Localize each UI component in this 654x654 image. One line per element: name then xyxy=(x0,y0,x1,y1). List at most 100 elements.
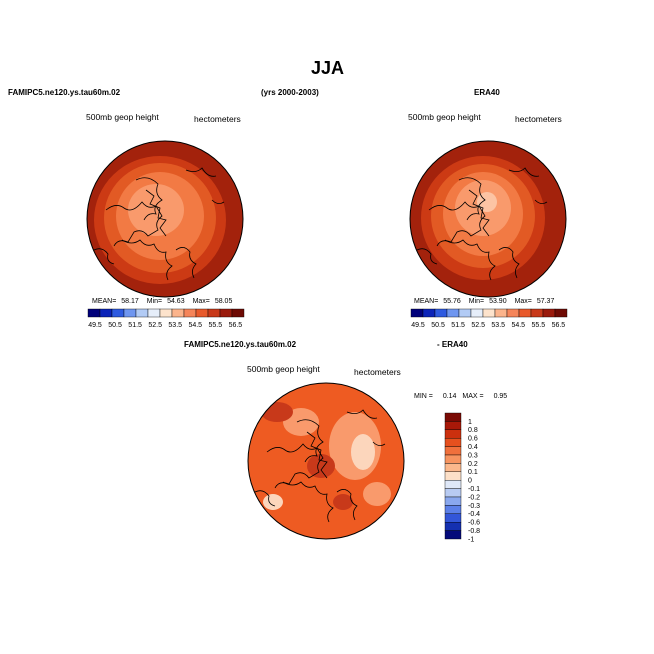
model-colorbar-box xyxy=(195,308,209,318)
diff-min-value: 0.14 xyxy=(442,393,457,400)
diff-colorbar-box xyxy=(444,438,462,447)
obs-colorbar-box xyxy=(446,308,460,318)
obs-colorbar-tick-label: 55.5 xyxy=(532,322,546,329)
diff-colorbar-box xyxy=(444,421,462,430)
obs-colorbar-tick-label: 52.5 xyxy=(471,322,485,329)
obs-min-value: 53.90 xyxy=(489,298,507,305)
model-colorbar-box xyxy=(147,308,161,318)
model-colorbar: 49.5 50.5 51.5 52.5 53.5 54.5 55.5 56.5 xyxy=(87,308,245,329)
obs-units-label: hectometers xyxy=(515,114,562,124)
obs-colorbar-box xyxy=(530,308,544,318)
diff-polar-map xyxy=(247,382,405,540)
diff-contour-pale-2 xyxy=(263,494,283,510)
obs-colorbar-box xyxy=(518,308,532,318)
obs-colorbar-box xyxy=(494,308,508,318)
diff-contour-light-3 xyxy=(363,482,391,506)
diff-colorbar-box xyxy=(444,513,462,523)
model-mean-label: MEAN= xyxy=(92,298,117,305)
obs-colorbar-box xyxy=(482,308,496,318)
model-mean-value: 58.17 xyxy=(121,298,139,305)
obs-variable-label: 500mb geop height xyxy=(408,112,481,122)
model-colorbar-tick-label: 55.5 xyxy=(209,322,223,329)
obs-mean-value: 55.76 xyxy=(443,298,461,305)
diff-colorbar-tick-label: -1 xyxy=(468,536,474,543)
obs-max-label: Max= xyxy=(514,298,532,305)
model-min-value: 54.63 xyxy=(167,298,185,305)
model-colorbar-box xyxy=(159,308,173,318)
diff-colorbar-box xyxy=(444,488,462,498)
diff-contour-dark-3 xyxy=(333,494,353,510)
obs-colorbar-box xyxy=(470,308,484,318)
model-coastlines xyxy=(93,167,225,281)
model-colorbar-box xyxy=(171,308,185,318)
model-max-label: Max= xyxy=(192,298,210,305)
model-colorbar-box xyxy=(231,308,245,318)
diff-model-header: FAMIPC5.ne120.ys.tau60m.02 xyxy=(184,340,297,349)
diff-coastlines xyxy=(254,409,386,523)
model-colorbar-box xyxy=(207,308,221,318)
diff-min-label: MIN = xyxy=(414,393,433,400)
obs-colorbar-box xyxy=(542,308,556,318)
obs-colorbar-box xyxy=(410,308,424,318)
model-colorbar-box xyxy=(87,308,101,318)
model-colorbar-box xyxy=(123,308,137,318)
diff-colorbar-tick-label: 0.3 xyxy=(468,452,478,459)
diff-colorbar-tick-label: -0.1 xyxy=(468,486,480,493)
plot-title: JJA xyxy=(311,58,345,78)
model-variable-label: 500mb geop height xyxy=(86,112,159,122)
diff-colorbar-tick-label: -0.2 xyxy=(468,494,480,501)
obs-colorbar-box xyxy=(434,308,448,318)
obs-colorbar-tick-label: 53.5 xyxy=(491,322,505,329)
diff-colorbar-box xyxy=(444,463,462,473)
model-contour-4 xyxy=(128,184,184,236)
diff-colorbar-tick-label: 0 xyxy=(468,478,472,485)
diff-colorbar-box xyxy=(444,530,462,540)
diff-colorbar-tick-label: 0.2 xyxy=(468,461,478,468)
obs-mean-label: MEAN= xyxy=(414,298,439,305)
model-case-header: FAMIPC5.ne120.ys.tau60m.02 xyxy=(8,88,121,97)
model-colorbar-tick-label: 54.5 xyxy=(188,322,202,329)
diff-stats: MIN = 0.14 MAX = 0.95 xyxy=(414,393,507,400)
model-units-label: hectometers xyxy=(194,114,241,124)
model-colorbar-tick-label: 52.5 xyxy=(148,322,162,329)
model-colorbar-tick-label: 56.5 xyxy=(229,322,243,329)
obs-colorbar-tick-label: 54.5 xyxy=(511,322,525,329)
diff-colorbar-box xyxy=(444,521,462,531)
model-colorbar-box xyxy=(183,308,197,318)
diff-max-label: MAX = xyxy=(462,393,484,400)
obs-contour-core xyxy=(477,192,497,212)
diff-colorbar-box xyxy=(444,496,462,506)
obs-colorbar: 49.5 50.5 51.5 52.5 53.5 54.5 55.5 56.5 xyxy=(410,308,568,329)
obs-polar-map xyxy=(409,140,567,298)
obs-colorbar-tick-label: 49.5 xyxy=(411,322,425,329)
diff-colorbar-box xyxy=(444,412,462,422)
model-min-label: Min= xyxy=(146,298,163,305)
obs-coastlines xyxy=(416,167,548,281)
years-header: (yrs 2000-2003) xyxy=(261,88,319,97)
diff-colorbar-tick-label: 0.4 xyxy=(468,444,478,451)
model-colorbar-tick-label: 50.5 xyxy=(108,322,122,329)
diff-max-value: 0.95 xyxy=(493,393,508,400)
obs-stats: MEAN= 55.76 Min= 53.90 Max= 57.37 xyxy=(414,298,554,305)
diff-units-label: hectometers xyxy=(354,367,401,377)
obs-max-value: 57.37 xyxy=(536,298,555,305)
diff-colorbar: 10.8 0.60.40.3 0.20.1 0-0.1-0.2 -0.3-0.4 -0.6… xyxy=(444,412,480,543)
diff-colorbar-tick-label: -0.3 xyxy=(468,503,480,510)
model-colorbar-tick-label: 51.5 xyxy=(128,322,142,329)
diff-colorbar-tick-label: 0.8 xyxy=(468,427,478,434)
diff-colorbar-box xyxy=(444,446,462,456)
obs-colorbar-tick-label: 50.5 xyxy=(431,322,445,329)
model-stats: MEAN= 58.17 Min= 54.63 Max= 58.05 xyxy=(92,298,232,305)
obs-case-header: ERA40 xyxy=(474,88,500,97)
obs-min-label: Min= xyxy=(468,298,485,305)
diff-variable-label: 500mb geop height xyxy=(247,364,320,374)
obs-colorbar-box xyxy=(458,308,472,318)
diff-colorbar-tick-label: 0.6 xyxy=(468,436,478,443)
diff-colorbar-box xyxy=(444,454,462,464)
diff-colorbar-box xyxy=(444,429,462,439)
obs-colorbar-tick-label: 56.5 xyxy=(552,322,566,329)
model-colorbar-tick-label: 53.5 xyxy=(168,322,182,329)
diff-contour-pale-1 xyxy=(351,434,375,470)
diff-colorbar-box xyxy=(444,479,462,489)
diff-colorbar-tick-label: 1 xyxy=(468,419,472,426)
